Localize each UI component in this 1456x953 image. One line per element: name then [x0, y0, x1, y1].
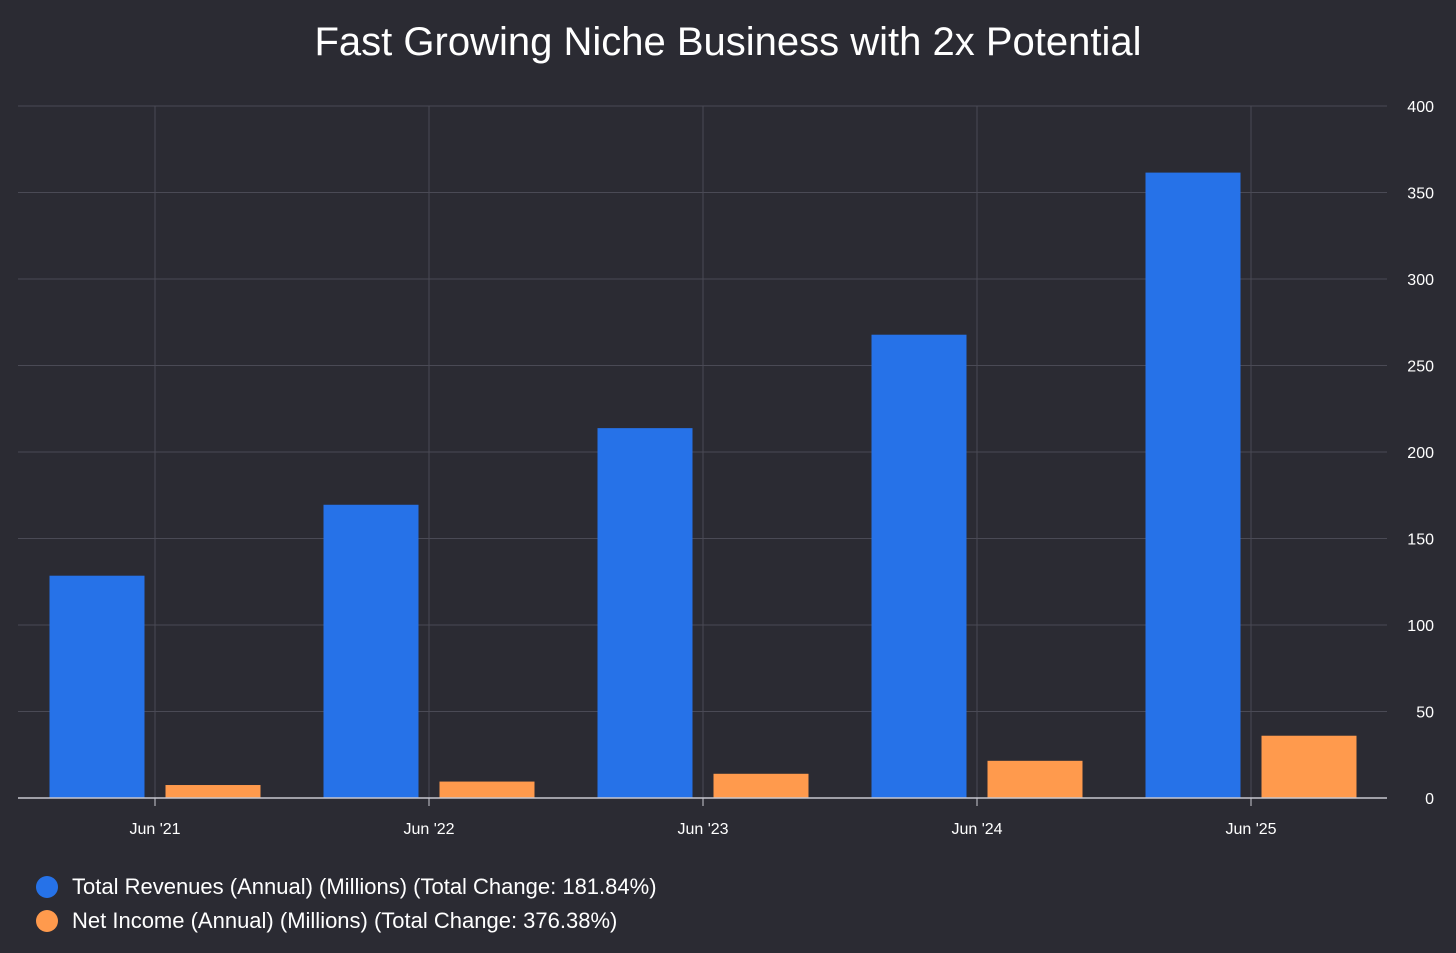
bar-total-revenues[interactable] — [323, 504, 419, 798]
legend-item-net-income[interactable]: Net Income (Annual) (Millions) (Total Ch… — [36, 904, 657, 938]
y-tick-label: 150 — [1407, 532, 1434, 549]
y-tick-label: 200 — [1407, 445, 1434, 462]
bar-total-revenues[interactable] — [871, 334, 967, 798]
bar-net-income[interactable] — [987, 760, 1083, 798]
legend: Total Revenues (Annual) (Millions) (Tota… — [36, 870, 657, 938]
y-tick-label: 250 — [1407, 359, 1434, 376]
bar-net-income[interactable] — [439, 781, 535, 798]
x-tick-label: Jun '22 — [403, 821, 454, 838]
bar-total-revenues[interactable] — [1145, 172, 1241, 799]
x-tick-label: Jun '21 — [129, 821, 180, 838]
y-tick-label: 350 — [1407, 186, 1434, 203]
bar-total-revenues[interactable] — [49, 575, 145, 798]
chart-title: Fast Growing Niche Business with 2x Pote… — [314, 20, 1142, 64]
grid-layer — [18, 105, 1387, 798]
legend-swatch-net-income — [36, 910, 58, 932]
legend-label-net-income: Net Income (Annual) (Millions) (Total Ch… — [72, 908, 618, 933]
x-tick-label: Jun '23 — [677, 821, 728, 838]
legend-label-revenues: Total Revenues (Annual) (Millions) (Tota… — [72, 874, 657, 899]
y-tick-label: 400 — [1407, 99, 1434, 116]
bar-net-income[interactable] — [713, 773, 809, 798]
y-tick-label: 0 — [1425, 791, 1434, 808]
axis-layer: 0 50 100 150 200 250 300 350 400 Jun '21 Jun '22 Ju… — [18, 99, 1434, 838]
bar-net-income[interactable] — [165, 785, 261, 798]
legend-item-revenues[interactable]: Total Revenues (Annual) (Millions) (Tota… — [36, 870, 657, 904]
bar-net-income[interactable] — [1261, 735, 1357, 798]
bar-total-revenues[interactable] — [597, 428, 693, 798]
x-tick-label: Jun '25 — [1225, 821, 1276, 838]
y-tick-label: 300 — [1407, 272, 1434, 289]
y-tick-label: 100 — [1407, 618, 1434, 635]
bar-layer — [49, 172, 1357, 799]
y-tick-label: 50 — [1416, 705, 1434, 722]
legend-swatch-revenues — [36, 876, 58, 898]
x-tick-label: Jun '24 — [951, 821, 1002, 838]
